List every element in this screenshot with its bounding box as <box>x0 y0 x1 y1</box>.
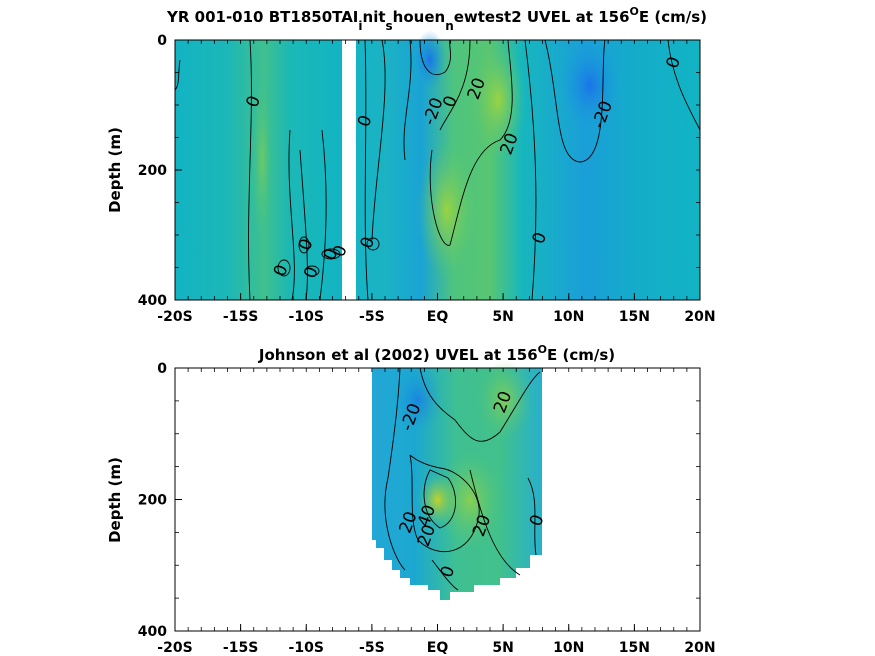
panel-top: YR 001-010 BT1850TAIinitshouennewtest2 U… <box>106 5 716 325</box>
x-tick-label: 20N <box>684 309 715 325</box>
x-ticks-top: -20S -15S -10S -5S EQ 5N 10N 15N 20N <box>157 40 716 325</box>
y-tick-label: 400 <box>138 624 167 640</box>
title-top: YR 001-010 BT1850TAIinitshouennewtest2 U… <box>166 5 707 33</box>
x-tick-label: -5S <box>359 640 385 656</box>
x-tick-label: -15S <box>223 640 258 656</box>
x-tick-label: 10N <box>553 309 584 325</box>
x-tick-label: EQ <box>427 309 449 325</box>
x-tick-label: EQ <box>427 640 449 656</box>
y-tick-label: 400 <box>138 293 167 309</box>
x-tick-label: 5N <box>492 640 513 656</box>
y-tick-label: 0 <box>157 33 167 49</box>
x-tick-label: 5N <box>492 309 513 325</box>
x-tick-label: -15S <box>223 309 258 325</box>
heatmap-field-bottom <box>372 360 542 600</box>
x-tick-label: 10N <box>553 640 584 656</box>
x-tick-label: -20S <box>157 640 192 656</box>
x-tick-label: -10S <box>289 309 324 325</box>
x-ticks-bottom: -20S -15S -10S -5S EQ 5N 10N 15N 20N <box>157 368 716 656</box>
y-tick-label: 200 <box>138 163 167 179</box>
contour-lines-top <box>174 39 701 301</box>
contour-lines-bottom <box>384 367 541 591</box>
panel-bottom: Johnson et al (2002) UVEL at 156OE (cm/s… <box>106 343 716 656</box>
x-tick-label: -20S <box>157 309 192 325</box>
x-tick-label: -10S <box>289 640 324 656</box>
x-tick-label: 15N <box>619 309 650 325</box>
x-tick-label: 20N <box>684 640 715 656</box>
y-tick-label: 200 <box>138 493 167 509</box>
x-tick-label: 15N <box>619 640 650 656</box>
y-tick-label: 0 <box>157 361 167 377</box>
heatmap-field-top <box>175 30 700 300</box>
ylabel-top: Depth (m) <box>106 127 124 213</box>
title-bottom: Johnson et al (2002) UVEL at 156OE (cm/s… <box>258 343 615 364</box>
y-ticks-bottom: 0 200 400 <box>138 361 700 640</box>
y-ticks-top: 0 200 400 <box>138 33 700 309</box>
x-tick-label: -5S <box>359 309 385 325</box>
ylabel-bottom: Depth (m) <box>106 457 124 543</box>
